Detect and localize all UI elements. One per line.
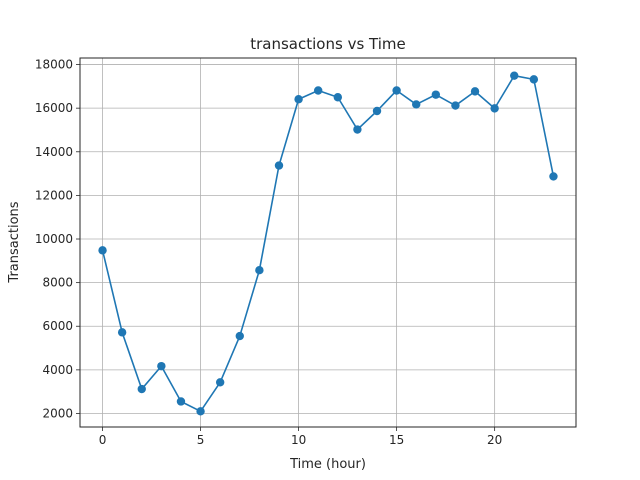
data-point bbox=[490, 104, 499, 113]
series-line bbox=[101, 74, 555, 413]
data-point bbox=[392, 86, 401, 95]
x-axis-label: Time (hour) bbox=[289, 457, 366, 472]
data-point bbox=[196, 407, 205, 416]
y-tick-label: 10000 bbox=[35, 232, 73, 246]
data-point bbox=[274, 161, 284, 170]
data-point bbox=[255, 265, 264, 275]
data-point bbox=[353, 125, 362, 134]
data-point bbox=[176, 397, 186, 406]
data-point bbox=[451, 101, 460, 110]
data-point bbox=[215, 378, 225, 387]
chart-title: transactions vs Time bbox=[250, 35, 406, 53]
x-tick-label: 0 bbox=[99, 433, 107, 447]
data-point bbox=[98, 246, 107, 255]
data-point bbox=[313, 86, 323, 95]
data-point bbox=[333, 93, 343, 102]
plot-frame bbox=[79, 57, 577, 428]
y-tick-label: 2000 bbox=[42, 406, 73, 420]
data-point bbox=[157, 361, 166, 371]
x-tick-label: 10 bbox=[291, 433, 306, 447]
y-tick-label: 12000 bbox=[35, 188, 73, 202]
y-tick-label: 16000 bbox=[35, 101, 73, 115]
y-tick-label: 18000 bbox=[35, 58, 73, 72]
series-layer bbox=[98, 71, 558, 416]
y-tick-label: 4000 bbox=[42, 363, 73, 377]
data-point bbox=[529, 75, 539, 84]
data-point bbox=[137, 384, 146, 394]
y-tick-label: 8000 bbox=[42, 276, 73, 290]
axis-ticks: 0 5 10 15 20 2000 4000 6000 8000 10000 12000 14000 1… bbox=[35, 58, 502, 447]
x-tick-label: 15 bbox=[389, 433, 404, 447]
data-point bbox=[372, 106, 382, 116]
x-tick-label: 20 bbox=[487, 433, 502, 447]
y-tick-label: 14000 bbox=[35, 145, 73, 159]
data-point bbox=[549, 172, 558, 181]
data-point bbox=[412, 100, 421, 109]
y-tick-label: 6000 bbox=[42, 319, 73, 333]
data-point bbox=[235, 331, 244, 341]
data-point bbox=[431, 90, 441, 99]
data-point bbox=[470, 87, 480, 96]
x-tick-label: 5 bbox=[197, 433, 205, 447]
data-point bbox=[294, 95, 303, 104]
data-point bbox=[510, 71, 519, 80]
y-axis-label: Transactions bbox=[7, 201, 22, 283]
data-point bbox=[117, 328, 127, 337]
